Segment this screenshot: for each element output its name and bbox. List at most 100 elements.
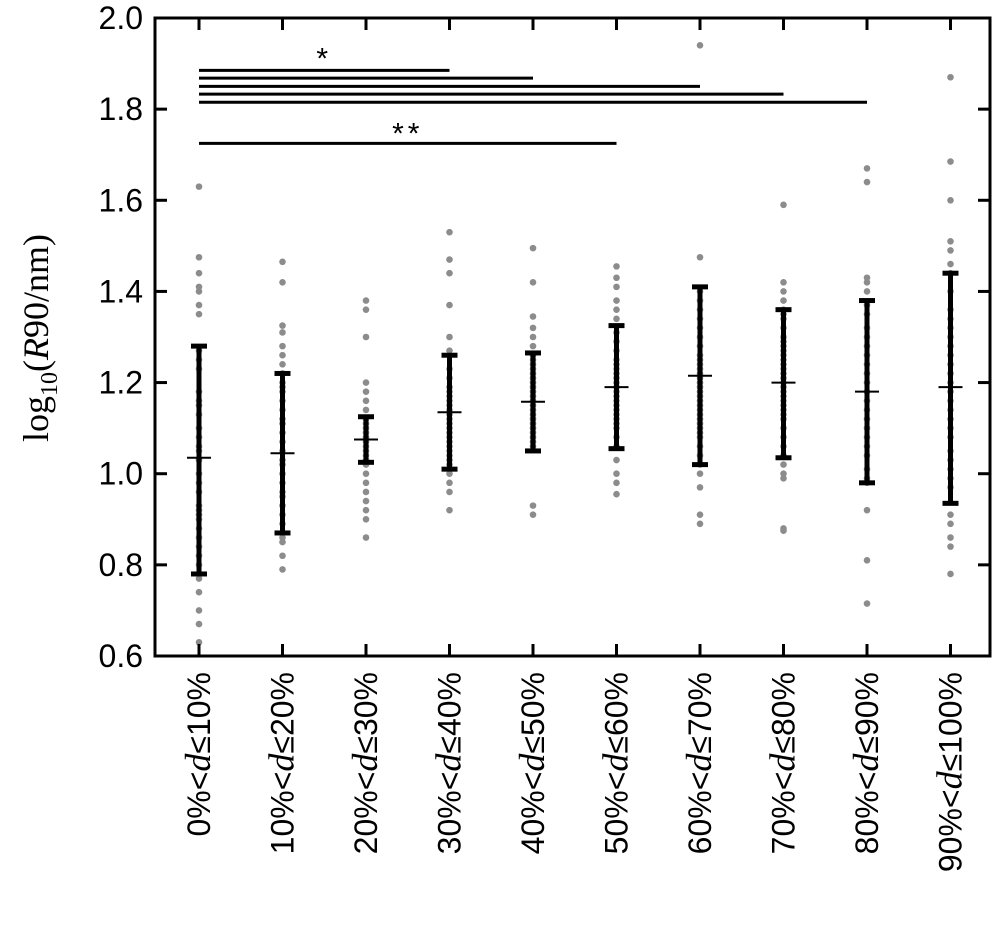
y-axis-label-base: log	[16, 396, 56, 442]
x-tick-label-var: d	[679, 753, 719, 772]
x-tick-label: 90%<d≤100%	[930, 672, 970, 872]
data-point	[279, 538, 286, 546]
x-tick-label-pre: 50%<	[599, 772, 635, 855]
x-tick-label-post: ≤50%	[515, 672, 551, 754]
data-point	[446, 470, 453, 478]
data-point	[279, 279, 286, 286]
data-point	[529, 502, 537, 509]
x-tick-label-post: ≤20%	[265, 672, 301, 754]
data-point	[362, 515, 370, 523]
data-point	[696, 511, 704, 519]
data-point	[947, 534, 954, 541]
data-point	[529, 324, 537, 332]
data-point	[362, 534, 370, 541]
x-tick-label: 0%<d≤10%	[178, 672, 218, 837]
x-tick-label: 60%<d≤70%	[679, 672, 719, 854]
data-point	[362, 306, 370, 313]
data-point	[362, 333, 370, 341]
x-tick-label: 50%<d≤60%	[596, 672, 636, 854]
data-point	[362, 397, 370, 405]
scatter-points-layer	[195, 42, 954, 646]
y-axis-label-var: R	[16, 338, 56, 361]
x-tick-label-var: d	[178, 753, 218, 772]
data-point	[529, 313, 537, 320]
x-tick-label: 10%<d≤20%	[262, 672, 302, 854]
data-point	[780, 201, 787, 209]
x-tick-label-post: ≤30%	[348, 672, 384, 754]
data-point	[613, 297, 620, 304]
y-tick-label: 1.6	[99, 182, 143, 218]
data-point	[947, 247, 954, 254]
x-tick-label-pre: 0%<	[181, 772, 217, 837]
x-tick-label: 30%<d≤40%	[429, 672, 469, 854]
data-point	[863, 274, 871, 282]
x-tick-label-pre: 80%<	[849, 772, 885, 855]
x-tick-label-post: ≤10%	[181, 672, 217, 754]
data-point	[780, 288, 787, 295]
data-point	[780, 461, 787, 468]
x-tick-label: 70%<d≤80%	[763, 672, 803, 854]
data-point	[947, 260, 954, 268]
y-axis-label-subscript: 10	[37, 372, 63, 396]
x-tick-label-pre: 90%<	[933, 789, 969, 872]
y-tick-label: 0.8	[99, 547, 143, 583]
data-point	[863, 178, 871, 186]
data-point	[613, 456, 620, 464]
x-tick-label-pre: 60%<	[682, 772, 718, 855]
x-tick-label-post: ≤90%	[849, 672, 885, 754]
x-tick-label-var: d	[930, 770, 970, 789]
data-point	[446, 479, 453, 487]
data-point	[696, 520, 704, 528]
y-axis: 0.6 0.8 1.0 1.2 1.4 1.6 1.8 2.0	[99, 0, 990, 674]
x-tick-label-post: ≤40%	[432, 672, 468, 754]
data-point	[780, 297, 787, 304]
y-axis-label-open: (	[16, 360, 56, 372]
y-axis-label: log10(R90/nm)	[16, 234, 63, 442]
x-axis: 0%<d≤10%10%<d≤20%20%<d≤30%30%<d≤40%40%<d…	[178, 18, 970, 872]
data-point	[947, 570, 954, 578]
data-point	[780, 527, 787, 534]
data-point	[362, 297, 370, 304]
data-point	[863, 165, 871, 172]
data-point	[446, 301, 453, 309]
x-tick-label-pre: 20%<	[348, 772, 384, 855]
data-point	[195, 183, 203, 190]
data-point	[613, 315, 620, 323]
data-point	[613, 490, 620, 498]
data-point	[362, 479, 370, 487]
x-tick-label-var: d	[763, 753, 803, 772]
data-point	[446, 269, 453, 277]
data-point	[947, 520, 954, 528]
y-tick-label: 1.2	[99, 365, 143, 401]
data-point	[279, 322, 286, 329]
data-point	[446, 333, 453, 341]
x-tick-label-pre: 30%<	[432, 772, 468, 855]
significance-layer: ***	[199, 42, 867, 151]
data-point	[947, 511, 954, 519]
x-tick-label-post: ≤80%	[766, 672, 802, 754]
data-point	[696, 484, 704, 491]
x-tick-label-var: d	[345, 753, 385, 772]
data-point	[446, 228, 453, 236]
data-point	[362, 379, 370, 386]
x-tick-label: 40%<d≤50%	[512, 672, 552, 854]
plot-area-frame	[153, 16, 992, 658]
data-point	[195, 253, 203, 261]
y-tick-label: 1.8	[99, 91, 143, 127]
data-point	[529, 333, 537, 341]
data-point	[195, 288, 203, 295]
data-point	[279, 329, 286, 336]
data-point	[362, 470, 370, 478]
data-point	[529, 244, 537, 252]
data-point	[195, 269, 203, 277]
data-point	[863, 288, 871, 295]
data-point	[613, 306, 620, 313]
data-point	[279, 351, 286, 359]
data-point	[279, 552, 286, 560]
x-tick-label-var: d	[846, 753, 886, 772]
data-point	[279, 342, 286, 350]
data-point	[613, 470, 620, 478]
x-tick-label: 20%<d≤30%	[345, 672, 385, 854]
x-tick-label-pre: 70%<	[766, 772, 802, 855]
